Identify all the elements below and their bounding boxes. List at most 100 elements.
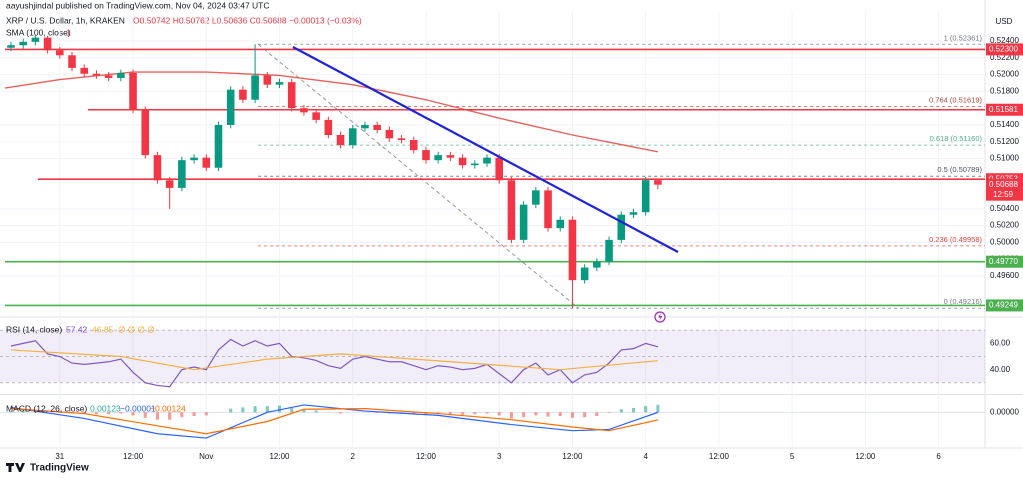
fib-label: 1 (0.52361) xyxy=(944,33,983,42)
histogram-bar xyxy=(448,412,452,415)
y-tick-label: 0.52400 xyxy=(990,36,1019,45)
candle-body xyxy=(397,138,406,141)
logo-mark[interactable] xyxy=(6,463,25,472)
histogram-bar xyxy=(558,412,562,416)
level-tag-box xyxy=(986,103,1023,116)
candle-body xyxy=(239,89,247,100)
level-tag-box xyxy=(986,255,1023,268)
legend-value: −0.00124 xyxy=(150,403,186,413)
legend-value: 46.85 xyxy=(92,324,114,334)
candle-body xyxy=(593,261,601,268)
axis-unit: USD xyxy=(996,17,1013,26)
histogram-bar xyxy=(143,412,147,418)
y-tick-label: 0.50000 xyxy=(990,238,1019,247)
ohlc: O0.50742 H0.50762 L0.50636 C0.50688 −0.0… xyxy=(133,15,362,25)
candle-body xyxy=(263,75,272,85)
histogram-bar xyxy=(583,412,587,418)
fib-label: 0.618 (0.51160) xyxy=(930,134,983,143)
candle-body xyxy=(141,109,150,156)
histogram-bar xyxy=(33,411,37,413)
candle-body xyxy=(568,219,577,281)
fib-label: 0.5 (0.50789) xyxy=(937,165,982,174)
histogram-bar xyxy=(570,412,574,418)
histogram-bar xyxy=(522,412,526,418)
candle-body xyxy=(471,163,479,166)
histogram-bar xyxy=(546,412,550,417)
x-tick-label: 2 xyxy=(351,452,356,461)
histogram-bar xyxy=(265,406,269,413)
candle-body xyxy=(617,214,626,240)
x-tick-label: 5 xyxy=(790,452,795,461)
grid-layer xyxy=(0,11,985,448)
histogram-bar xyxy=(58,412,62,413)
level-tag-box xyxy=(986,43,1023,56)
candle-body xyxy=(68,55,76,68)
histogram-bar xyxy=(241,407,245,413)
level-tag-label: 0.49249 xyxy=(989,301,1018,310)
candle-body xyxy=(287,82,296,109)
y-tick-label: 40.00 xyxy=(990,365,1011,374)
event-bolt[interactable] xyxy=(658,313,663,321)
pane-title: RSI (14, close) xyxy=(6,324,62,334)
histogram-bar xyxy=(107,412,111,415)
brand[interactable]: TradingView xyxy=(30,463,89,474)
x-tick-label: 12:00 xyxy=(269,452,290,461)
x-tick-label: 12:00 xyxy=(855,452,876,461)
fib-label: 0 (0.49216) xyxy=(944,297,983,306)
candle-body xyxy=(80,67,89,74)
candle-body xyxy=(641,180,650,213)
candle-body xyxy=(251,75,259,100)
x-tick-label: 12:00 xyxy=(123,452,144,461)
histogram-bar xyxy=(509,412,513,419)
fib-label: 0.236 (0.49958) xyxy=(929,235,982,244)
histogram-bar xyxy=(607,412,611,413)
y-tick-label: 0.50400 xyxy=(990,204,1019,213)
candle-body xyxy=(190,157,198,161)
histogram-bar xyxy=(155,412,159,420)
level-tag-label: 0.51581 xyxy=(989,105,1018,114)
candle-body xyxy=(361,124,369,129)
y-tick-label: 0.00000 xyxy=(990,407,1019,416)
x-tick-label: 12:00 xyxy=(416,452,437,461)
candle-body xyxy=(544,190,552,229)
candle-body xyxy=(312,112,320,120)
logo[interactable]: TradingView xyxy=(6,463,89,474)
candle-body xyxy=(214,124,223,168)
candle-body xyxy=(519,204,528,240)
histogram-bar xyxy=(94,412,98,415)
macd-line xyxy=(10,408,659,435)
candle-body xyxy=(104,75,113,78)
x-tick-label: 12:00 xyxy=(562,452,583,461)
macd-line xyxy=(10,404,659,439)
candle-body xyxy=(300,108,308,113)
legend-flags: ∅ ∅ ∅ ∅ xyxy=(118,324,155,334)
histogram-bar xyxy=(9,411,13,413)
y-tick-label: 0.51400 xyxy=(990,120,1019,129)
candle-body xyxy=(373,124,381,130)
candle-body xyxy=(409,140,418,151)
candle-body xyxy=(178,160,186,188)
histogram-bar xyxy=(119,412,123,414)
candle-body xyxy=(92,73,101,76)
candle-body xyxy=(385,129,394,139)
histogram-bar xyxy=(290,408,294,413)
x-tick-label: 31 xyxy=(55,452,64,461)
candle-body xyxy=(495,157,503,181)
publisher: aayushjindal published on TradingView.co… xyxy=(6,0,270,10)
histogram-bar xyxy=(497,412,501,416)
rsi-line xyxy=(10,349,658,371)
candle-body xyxy=(19,41,27,46)
candle-body xyxy=(31,37,40,42)
event-icon[interactable] xyxy=(654,311,666,323)
pane-title: MACD (12, 26, close) xyxy=(6,403,87,413)
histogram-bar xyxy=(277,405,282,413)
symbol: XRP / U.S. Dollar, 1h, KRAKEN xyxy=(6,15,125,25)
histogram-bar xyxy=(485,412,489,414)
candle-body xyxy=(507,180,516,240)
candle-body xyxy=(43,37,52,51)
y-tick-label: 0.51000 xyxy=(990,154,1019,163)
histogram-bar xyxy=(302,409,306,413)
histogram-bar xyxy=(192,412,196,416)
candle-body xyxy=(422,150,430,161)
